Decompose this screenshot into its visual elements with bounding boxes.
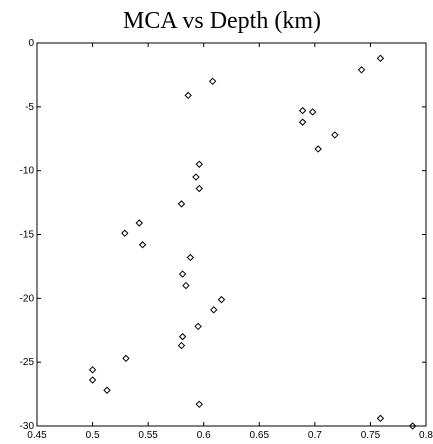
data-point-diamond (177, 200, 186, 208)
data-point-diamond (298, 118, 307, 126)
x-tick-label: 0.8 (419, 430, 433, 441)
data-point-diamond (88, 376, 97, 384)
y-tick-label: -20 (20, 293, 35, 304)
y-tick-label: -5 (25, 102, 34, 113)
y-tick-label: -10 (20, 166, 35, 177)
chart-title: MCA vs Depth (km) (123, 8, 321, 34)
x-tick-label: 0.5 (86, 430, 100, 441)
x-tick-label: 0.55 (138, 430, 158, 441)
x-axis: 0.45 0.5 0.55 0.6 0.65 0.7 0.75 0.8 (27, 43, 433, 441)
data-point-diamond (298, 106, 307, 115)
data-point-diamond (138, 241, 147, 249)
data-point-diamond (210, 306, 218, 314)
data-point-diamond (103, 386, 111, 394)
data-point-diamond (314, 145, 322, 153)
data-point-diamond (195, 400, 203, 409)
data-point-diamond (376, 54, 385, 63)
data-point-diamond (184, 91, 192, 100)
x-tick-label: 0.6 (197, 430, 211, 441)
y-tick-label: -30 (20, 421, 35, 432)
data-point-diamond (88, 366, 97, 374)
data-point-diamond (308, 108, 317, 116)
x-tick-label: 0.45 (27, 430, 47, 441)
data-point-diamond (178, 332, 187, 341)
y-tick-label: -15 (20, 230, 35, 241)
data-point-diamond (194, 322, 202, 331)
data-point-diamond (182, 281, 190, 290)
y-axis: 0 -5 -10 -15 -20 -25 -30 (20, 38, 426, 432)
data-point-diamond (177, 341, 186, 350)
data-point-diamond (357, 66, 366, 74)
data-point-diamond (178, 270, 187, 278)
data-point-diamond (331, 131, 339, 139)
plot-frame (36, 42, 427, 427)
y-tick-label: -25 (20, 357, 35, 368)
data-point-diamond (195, 184, 203, 193)
data-point-diamond (376, 414, 385, 423)
x-tick-label: 0.75 (361, 430, 381, 441)
data-point-diamond (135, 219, 143, 227)
data-points (88, 54, 417, 430)
data-point-diamond (208, 77, 217, 86)
data-point-diamond (186, 253, 195, 262)
data-point-diamond (121, 229, 129, 237)
data-point-diamond (122, 354, 130, 363)
data-point-diamond (195, 160, 203, 168)
x-tick-label: 0.65 (250, 430, 270, 441)
data-point-diamond (192, 173, 200, 181)
data-point-diamond (408, 422, 417, 430)
y-tick-label: 0 (28, 38, 34, 49)
data-point-diamond (217, 295, 226, 304)
x-tick-label: 0.7 (308, 430, 322, 441)
